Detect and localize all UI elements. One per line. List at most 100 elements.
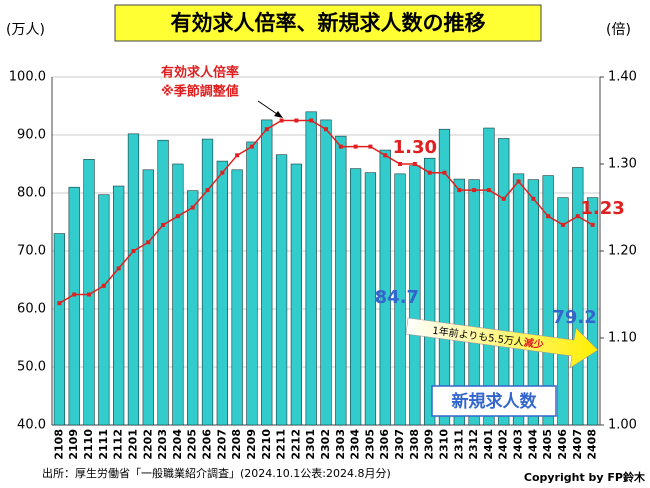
bar (98, 194, 110, 426)
x-tick-label: 2308 (408, 429, 421, 460)
marker (249, 144, 254, 149)
x-tick-label: 2309 (423, 429, 436, 460)
marker (146, 240, 151, 245)
bar (512, 173, 525, 426)
note-arrowhead (274, 111, 283, 118)
bar (246, 141, 258, 426)
legend-label: 新規求人数 (452, 391, 538, 412)
bar (335, 135, 347, 426)
arrow-text-emphasis: 減少 (523, 336, 545, 351)
copyright: Copyright by FP鈴木 (524, 470, 646, 484)
bar (364, 172, 377, 426)
bar (483, 127, 495, 426)
x-tick-label: 2109 (67, 429, 80, 460)
marker (309, 118, 314, 123)
y-tick-label: 90.0 (17, 128, 46, 143)
legend-box (431, 385, 557, 417)
x-tick-label: 2202 (141, 429, 154, 460)
decline-arrow (405, 317, 599, 369)
y2-tick-label: 1.10 (608, 331, 637, 346)
y-tick-label: 60.0 (17, 302, 46, 317)
bar (231, 169, 243, 426)
x-tick-label: 2212 (289, 429, 302, 460)
bar (438, 128, 451, 426)
marker (575, 214, 580, 219)
marker (72, 292, 77, 297)
marker (412, 162, 417, 166)
x-tick-label: 2303 (334, 429, 347, 460)
bar-value-label: 79.2 (552, 307, 596, 328)
line-value-label: 1.30 (393, 137, 437, 158)
bar-value-label: 84.7 (375, 287, 419, 308)
marker (57, 301, 62, 306)
bar (557, 197, 569, 426)
marker (220, 170, 225, 175)
x-tick-label: 2405 (541, 429, 554, 460)
marker (116, 266, 121, 271)
bar (424, 157, 436, 426)
x-tick-label: 2306 (378, 429, 391, 460)
bar (586, 197, 599, 426)
marker (398, 162, 403, 166)
bar (468, 179, 480, 426)
x-tick-label: 2312 (467, 429, 480, 460)
x-tick-label: 2204 (171, 429, 184, 460)
y-tick-label: 50.0 (17, 360, 46, 375)
marker (324, 127, 328, 132)
x-tick-label: 2206 (201, 429, 214, 460)
x-tick-label: 2108 (52, 429, 65, 460)
x-tick-label: 2311 (452, 429, 465, 460)
x-tick-label: 2301 (304, 429, 317, 460)
bar (542, 175, 554, 426)
marker (131, 249, 136, 253)
bar (305, 111, 317, 426)
marker (516, 179, 521, 184)
bar (349, 168, 362, 426)
marker (501, 196, 506, 201)
x-tick-label: 2305 (363, 429, 376, 460)
marker (531, 196, 536, 201)
line-note: ※季節調整値 (161, 84, 239, 100)
x-tick-label: 2404 (526, 429, 539, 460)
marker (472, 188, 477, 193)
bar (527, 179, 539, 426)
y-axis-label: (万人) (6, 22, 45, 38)
y-tick-label: 80.0 (17, 186, 46, 201)
marker (279, 118, 284, 123)
x-tick-label: 2211 (275, 429, 288, 460)
x-tick-label: 2112 (112, 429, 125, 460)
x-tick-label: 2111 (97, 429, 110, 460)
source: 出所：厚生労働省「一般職業紹介調査」(2024.10.1公表:2024.8月分) (42, 466, 391, 480)
bar (172, 163, 184, 426)
bar (453, 178, 465, 426)
marker (101, 283, 106, 288)
title-box (114, 4, 542, 42)
bar (187, 190, 199, 426)
x-tick-label: 2302 (319, 429, 332, 460)
marker (383, 153, 388, 158)
x-tick-label: 2210 (260, 429, 273, 460)
x-tick-label: 2403 (512, 429, 525, 460)
bar (379, 149, 391, 426)
marker (368, 144, 373, 149)
bar (498, 138, 510, 426)
marker (457, 188, 462, 193)
chart-title: 有効求人倍率、新規求人数の推移 (171, 11, 486, 35)
x-tick-label: 2207 (215, 429, 228, 460)
bar (127, 133, 140, 426)
bar (275, 154, 288, 426)
bar (53, 233, 66, 426)
marker (235, 153, 240, 158)
marker (190, 205, 195, 210)
x-tick-label: 2401 (482, 429, 495, 460)
y2-axis-label: (倍) (606, 22, 631, 38)
marker (546, 214, 551, 219)
marker (427, 170, 432, 175)
y2-tick-label: 1.30 (608, 157, 637, 172)
bar (216, 160, 228, 426)
marker (161, 222, 166, 227)
x-tick-label: 2406 (556, 429, 569, 460)
bar (572, 167, 584, 426)
bar (113, 185, 125, 426)
